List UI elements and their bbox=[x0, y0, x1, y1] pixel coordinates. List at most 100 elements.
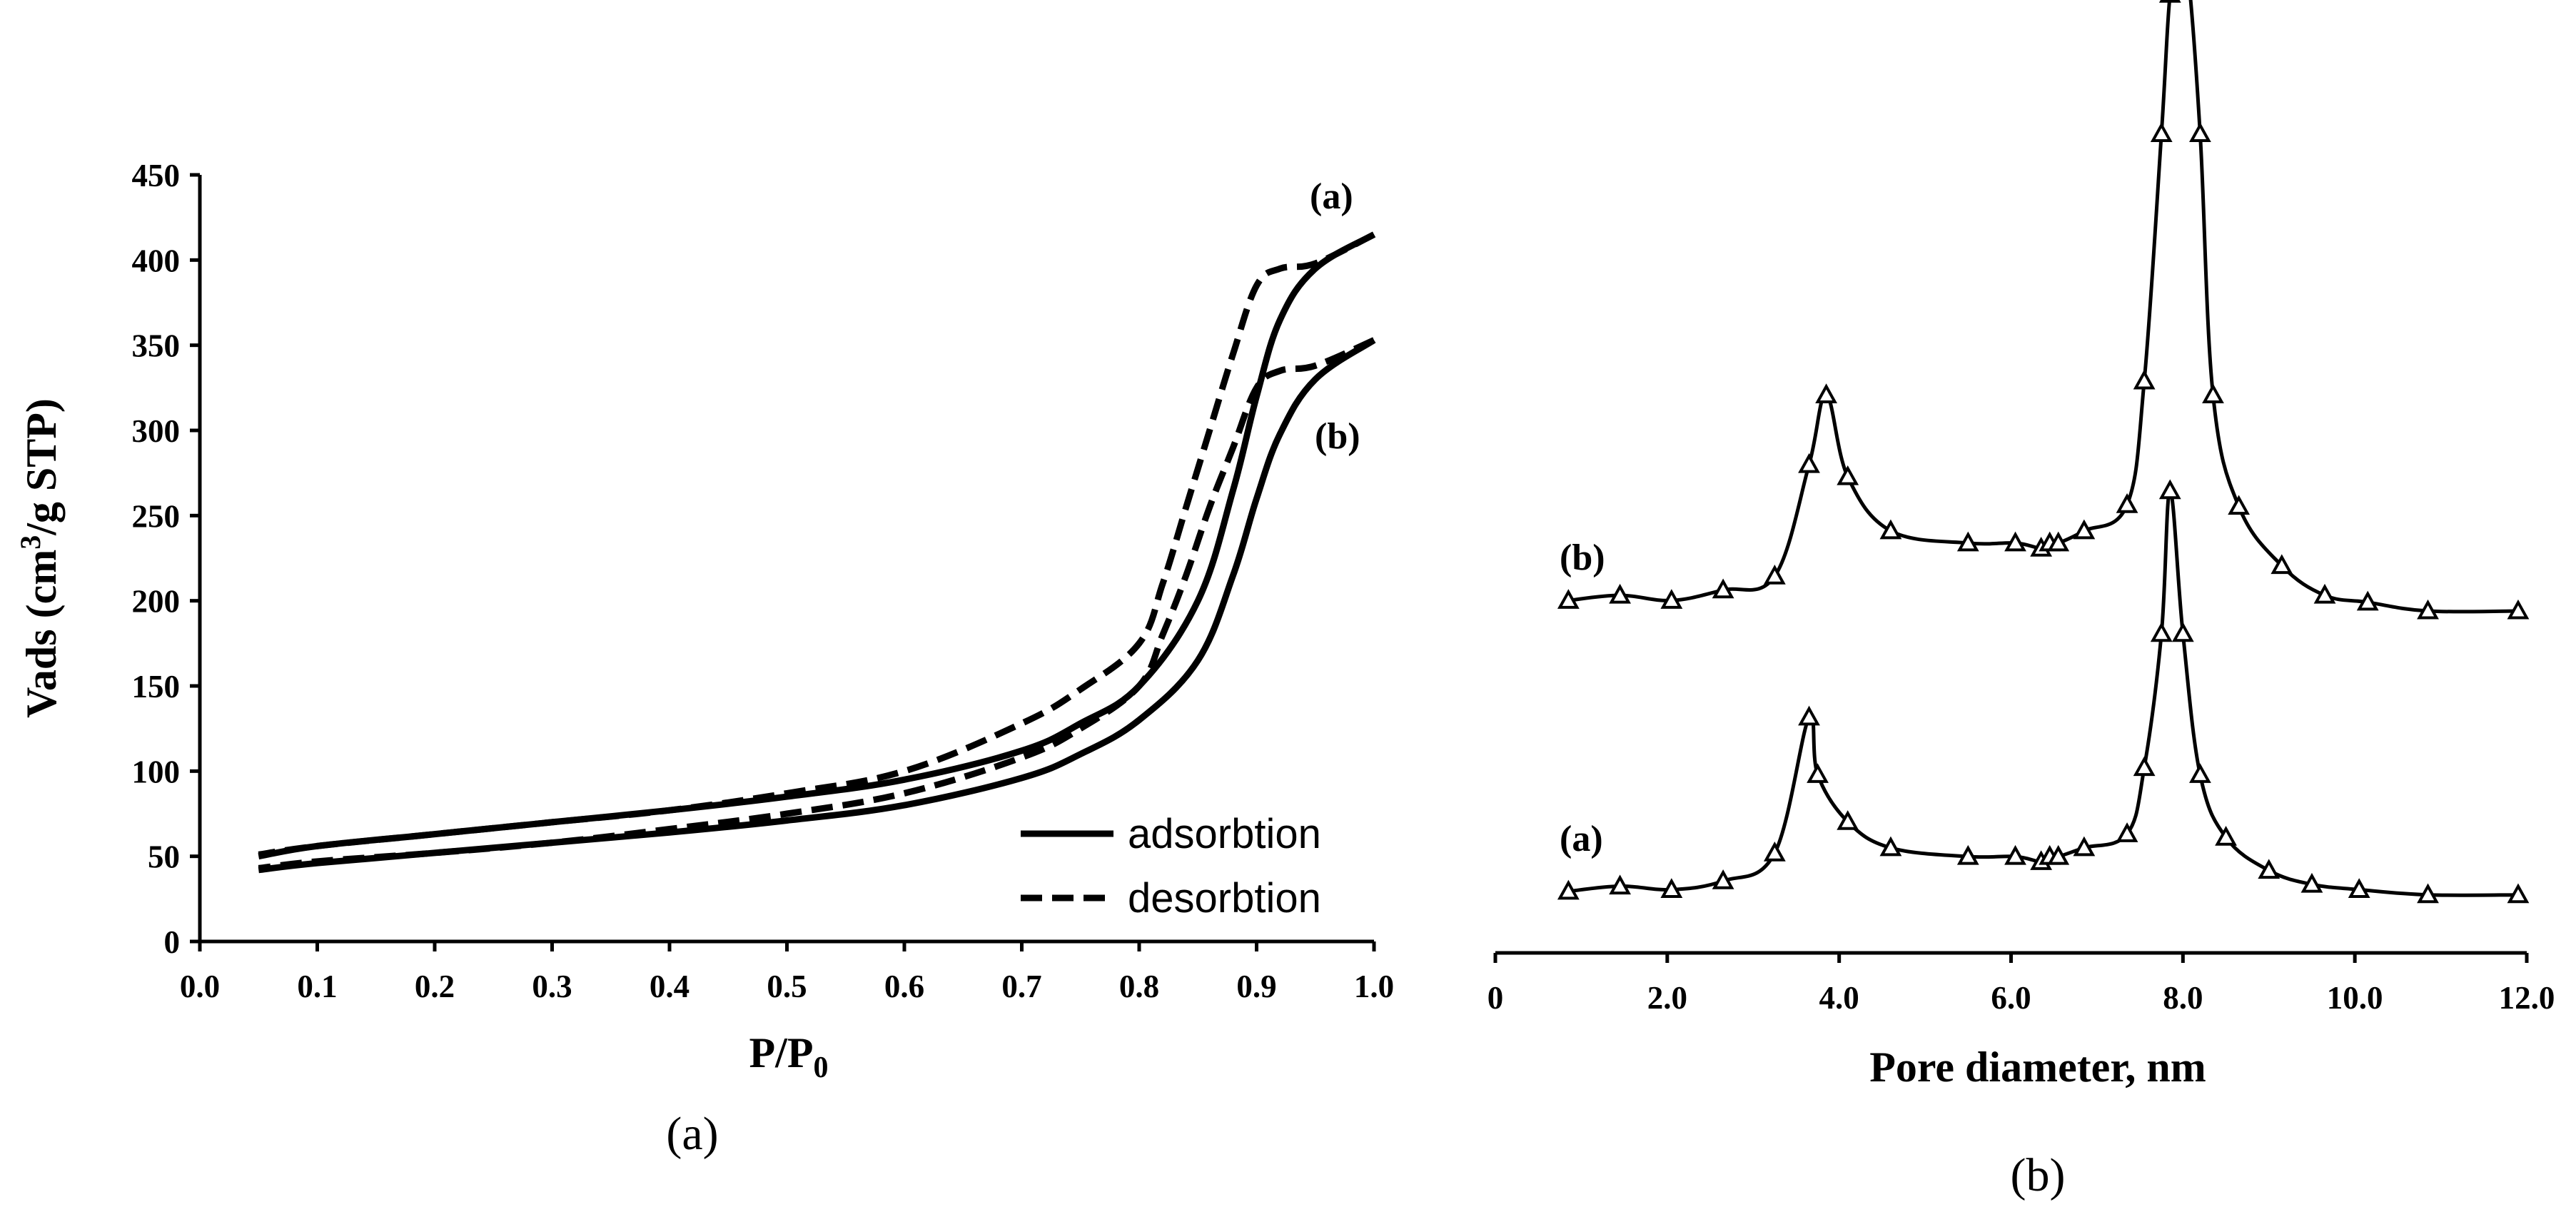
y-tick-label: 400 bbox=[132, 243, 181, 278]
series-line-b-desorbtion bbox=[258, 337, 1375, 872]
y-axis-label: Vads (cm3/g STP) bbox=[14, 398, 65, 718]
y-tick-group: 0 50 100 150 200 250 300 350 400 450 bbox=[132, 158, 200, 960]
panel-caption-b: (b) bbox=[2011, 1149, 2066, 1201]
x-axis-label-b: Pore diameter, nm bbox=[1869, 1044, 2206, 1091]
y-tick-label: 300 bbox=[132, 413, 181, 449]
psd-point-b bbox=[2047, 531, 2070, 552]
panel-caption-a: (a) bbox=[666, 1108, 718, 1160]
x-tick-label: 10.0 bbox=[2327, 980, 2383, 1016]
psd-point-a bbox=[1712, 869, 1734, 889]
y-tick-label: 200 bbox=[132, 584, 181, 620]
psd-point-b bbox=[2158, 0, 2181, 3]
x-tick-label: 0.4 bbox=[650, 969, 690, 1004]
isotherm-panel: 0.0 0.1 0.2 0.3 0.4 0.5 0.6 0.7 0.8 0.9 1.0 0 50 100… bbox=[14, 158, 1394, 1160]
psd-point-a bbox=[2133, 756, 2156, 777]
x-tick-label: 0.0 bbox=[180, 969, 220, 1004]
psd-point-b bbox=[2004, 531, 2026, 552]
psd-curve-b bbox=[1568, 0, 2519, 614]
psd-point-a bbox=[2150, 622, 2173, 642]
series-line-a-desorbtion bbox=[258, 231, 1375, 858]
x-tick-label: 0.1 bbox=[297, 969, 337, 1004]
y-tick-label: 50 bbox=[148, 839, 180, 875]
x-tick-label: 6.0 bbox=[1991, 980, 2031, 1016]
psd-point-a bbox=[2507, 883, 2530, 904]
y-tick-label: 450 bbox=[132, 158, 181, 193]
legend-label-adsorbtion: adsorbtion bbox=[1128, 811, 1321, 857]
psd-point-a bbox=[2047, 844, 2070, 865]
psd-point-a bbox=[1609, 874, 1632, 895]
x-tick-label: 8.0 bbox=[2163, 980, 2203, 1016]
psd-point-b bbox=[1712, 578, 1734, 599]
psd-point-a bbox=[2171, 622, 2194, 642]
x-tick-group-b: 0 2.0 4.0 6.0 8.0 10.0 12.0 bbox=[1487, 953, 2555, 1016]
x-tick-label: 0.5 bbox=[767, 969, 807, 1004]
psd-point-b bbox=[2133, 369, 2156, 390]
psd-point-b bbox=[2356, 590, 2379, 611]
psd-point-a bbox=[2073, 836, 2096, 857]
y-tick-label: 350 bbox=[132, 328, 181, 364]
psd-point-b bbox=[2150, 122, 2173, 142]
psd-point-a bbox=[2116, 822, 2138, 842]
psd-point-b bbox=[1557, 589, 1580, 609]
psd-point-b bbox=[1879, 519, 1902, 540]
psd-point-b bbox=[2313, 583, 2336, 604]
sample-label-b: (b) bbox=[1315, 416, 1360, 457]
psd-point-a bbox=[1798, 705, 1820, 726]
psd-point-a bbox=[2348, 878, 2370, 898]
x-tick-label: 0.6 bbox=[884, 969, 924, 1004]
x-tick-label: 2.0 bbox=[1647, 980, 1687, 1016]
x-tick-label: 0.9 bbox=[1236, 969, 1276, 1004]
psd-point-b bbox=[2417, 599, 2439, 620]
x-tick-label: 4.0 bbox=[1819, 980, 1859, 1016]
y-tick-label: 100 bbox=[132, 754, 181, 789]
psd-point-a bbox=[2258, 859, 2280, 879]
y-tick-label: 150 bbox=[132, 669, 181, 704]
psd-point-a bbox=[2300, 872, 2323, 893]
x-tick-label: 1.0 bbox=[1354, 969, 1394, 1004]
psd-point-a bbox=[2189, 763, 2211, 783]
legend-label-desorbtion: desorbtion bbox=[1128, 875, 1321, 921]
psd-point-b bbox=[2228, 495, 2251, 515]
psd-point-b bbox=[1815, 383, 1838, 403]
psd-point-a bbox=[1879, 836, 1902, 857]
y-tick-label: 250 bbox=[132, 498, 181, 534]
psd-point-a bbox=[2004, 844, 2026, 865]
x-tick-label: 0.2 bbox=[415, 969, 455, 1004]
psd-point-b bbox=[2507, 599, 2530, 620]
psd-point-a bbox=[1807, 763, 1829, 783]
pore-size-panel: 0 2.0 4.0 6.0 8.0 10.0 12.0 Pore diameter, nm … bbox=[1487, 0, 2555, 1201]
x-tick-label: 12.0 bbox=[2499, 980, 2555, 1016]
x-tick-label: 0.3 bbox=[532, 969, 572, 1004]
psd-point-a bbox=[1557, 879, 1580, 900]
sample-label-a-curve: (a) bbox=[1560, 819, 1603, 859]
series-group bbox=[258, 231, 1376, 874]
psd-point-a bbox=[2417, 883, 2439, 904]
psd-point-a bbox=[1763, 842, 1786, 862]
psd-point-b bbox=[1660, 589, 1683, 609]
legend: adsorbtion desorbtion bbox=[1021, 811, 1321, 921]
psd-point-b bbox=[2202, 383, 2224, 403]
psd-point-a bbox=[1837, 810, 1859, 830]
psd-point-a bbox=[2158, 479, 2181, 500]
psd-point-b bbox=[2073, 519, 2096, 540]
x-axis-label: P/P0 bbox=[749, 1029, 829, 1084]
psd-point-a bbox=[1956, 844, 1979, 865]
psd-point-b bbox=[2271, 554, 2293, 575]
sample-label-b-curve: (b) bbox=[1560, 537, 1605, 578]
x-tick-group: 0.0 0.1 0.2 0.3 0.4 0.5 0.6 0.7 0.8 0.9 1.0 bbox=[180, 941, 1394, 1004]
psd-point-b bbox=[1837, 465, 1859, 485]
psd-point-b bbox=[1609, 583, 1632, 604]
series-group-b bbox=[1557, 0, 2530, 904]
psd-point-a bbox=[1660, 878, 1683, 898]
x-tick-label: 0.7 bbox=[1001, 969, 1041, 1004]
x-tick-label: 0.8 bbox=[1119, 969, 1159, 1004]
series-line-a-adsorbtion bbox=[258, 231, 1376, 860]
psd-point-b bbox=[1798, 453, 1820, 473]
x-tick-label: 0 bbox=[1487, 980, 1504, 1016]
psd-point-b bbox=[1763, 565, 1786, 585]
psd-point-b bbox=[2116, 493, 2138, 513]
psd-point-b bbox=[1956, 531, 1979, 552]
psd-point-b bbox=[2189, 122, 2211, 142]
psd-point-a bbox=[2215, 826, 2237, 846]
